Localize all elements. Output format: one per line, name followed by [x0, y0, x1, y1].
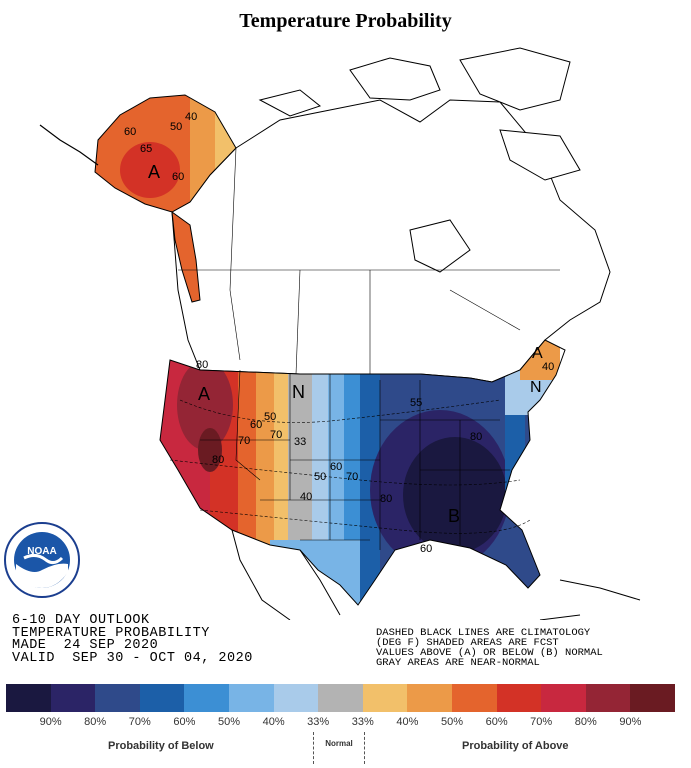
legend-normal-label: Normal	[313, 732, 365, 764]
outlook-line-2: TEMPERATURE PROBABILITY	[12, 625, 210, 641]
label-central-b: B	[448, 506, 460, 526]
legend-tick-label: 90%	[39, 716, 62, 728]
legend-tick-label: 60%	[485, 716, 508, 728]
notes-line-3: VALUES ABOVE (A) OR BELOW (B) NORMAL	[376, 647, 603, 659]
legend-swatch	[630, 684, 675, 712]
label-central-80b: 80	[470, 431, 482, 443]
legend-tick-label: 50%	[440, 716, 463, 728]
notes-line-4: GRAY AREAS ARE NEAR-NORMAL	[376, 657, 540, 669]
boundary-lines	[178, 147, 560, 550]
label-central-55: 55	[410, 397, 422, 409]
legend-tick-label: 70%	[128, 716, 151, 728]
label-west-70: 70	[238, 435, 250, 447]
legend-swatch	[496, 684, 542, 712]
label-east-a: A	[532, 345, 543, 362]
legend-swatch	[95, 684, 140, 712]
legend-swatch	[318, 684, 363, 712]
legend-tick-label: 80%	[574, 716, 597, 728]
label-west-50: 50	[264, 411, 276, 423]
map-title: Temperature Probability	[239, 10, 452, 32]
label-central-60: 60	[330, 461, 342, 473]
legend-swatch	[362, 684, 408, 712]
legend-tick-label: 80%	[84, 716, 107, 728]
map-notes: DASHED BLACK LINES ARE CLIMATOLOGY (DEG …	[376, 627, 603, 669]
legend-tick-label: 90%	[619, 716, 642, 728]
label-central-60b: 60	[420, 543, 432, 555]
outlook-line-4: VALID SEP 30 - OCT 04, 2020	[12, 650, 253, 666]
legend-tick-label: 33%	[307, 716, 330, 728]
label-alaska-40: 40	[185, 111, 197, 123]
legend-swatch	[451, 684, 497, 712]
label-central-80: 80	[380, 493, 392, 505]
notes-line-2: (DEG F) SHADED AREAS ARE FCST	[376, 637, 559, 649]
legend-tick-label: 33%	[351, 716, 374, 728]
outlook-line-1: 6-10 DAY OUTLOOK	[12, 613, 150, 628]
label-alaska-65: 65	[140, 143, 152, 155]
notes-line-1: DASHED BLACK LINES ARE CLIMATOLOGY	[376, 627, 591, 639]
label-alaska-50: 50	[170, 121, 182, 133]
legend-swatch	[585, 684, 631, 712]
noaa-logo: NOAA	[4, 522, 80, 598]
label-alaska-a: A	[148, 162, 160, 182]
alaska-outline	[94, 94, 237, 213]
legend-tick-label: 40%	[262, 716, 285, 728]
label-alaska-60b: 60	[172, 171, 184, 183]
label-west-80b: 80	[212, 454, 224, 466]
label-west-80: 80	[196, 359, 208, 371]
label-west-60: 60	[250, 419, 262, 431]
label-east-40: 40	[542, 361, 554, 373]
legend-swatch	[541, 684, 586, 712]
outlook-info: 6-10 DAY OUTLOOK TEMPERATURE PROBABILITY…	[12, 613, 253, 666]
legend-tick-label: 50%	[217, 716, 240, 728]
label-central-70: 70	[346, 471, 358, 483]
climatology-lines	[169, 399, 531, 534]
legend-swatch	[6, 684, 51, 712]
legend-swatch	[407, 684, 452, 712]
legend-swatch	[50, 684, 96, 712]
legend-tick-label: 70%	[530, 716, 553, 728]
legend-ticks: 90% 80% 70% 60% 50% 40% 33% 33% 40% 50% 60% 70% 80% 9…	[6, 716, 676, 730]
legend-below-label: Probability of Below	[108, 740, 214, 752]
north-america-outline	[171, 47, 611, 383]
conus-outline	[159, 339, 566, 606]
label-east-n: N	[530, 379, 542, 396]
panhandle-shading	[171, 210, 201, 303]
label-west-70b: 70	[270, 429, 282, 441]
label-west-n: N	[292, 382, 305, 402]
mexico-outline	[231, 529, 641, 620]
label-alaska-60: 60	[124, 126, 136, 138]
label-central-33: 33	[294, 436, 306, 448]
legend-swatch	[273, 684, 319, 712]
temperature-probability-map: 60 50 40 65 60 A 80 A 70 80 50 60 70 N 3…	[39, 47, 641, 620]
legend-above-label: Probability of Above	[462, 740, 569, 752]
aleutians	[39, 124, 99, 166]
label-west-a: A	[198, 384, 210, 404]
outlook-line-3: MADE 24 SEP 2020	[12, 638, 159, 653]
legend-swatch	[184, 684, 229, 712]
color-legend	[6, 684, 675, 712]
label-central-50: 50	[314, 471, 326, 483]
svg-text:NOAA: NOAA	[27, 546, 56, 557]
legend-tick-label: 40%	[396, 716, 419, 728]
label-central-40: 40	[300, 491, 312, 503]
legend-swatch	[139, 684, 185, 712]
legend-swatch	[228, 684, 274, 712]
legend-tick-label: 60%	[173, 716, 196, 728]
